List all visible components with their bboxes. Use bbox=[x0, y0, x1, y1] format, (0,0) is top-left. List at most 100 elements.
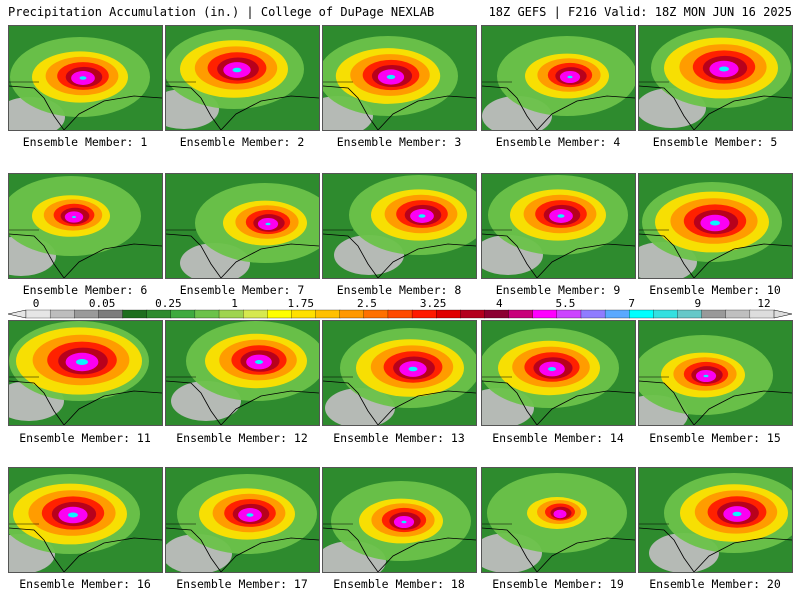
precip-map-15 bbox=[639, 321, 792, 425]
colorbar-segment bbox=[122, 309, 148, 319]
ensemble-panel-17 bbox=[165, 467, 320, 573]
panel-label-20: Ensemble Member: 20 bbox=[649, 577, 781, 591]
colorbar-right-arrow bbox=[773, 309, 792, 319]
colorbar-segment bbox=[291, 309, 317, 319]
panel-label-16: Ensemble Member: 16 bbox=[19, 577, 151, 591]
panel-label-19: Ensemble Member: 19 bbox=[492, 577, 624, 591]
ensemble-panel-5 bbox=[638, 25, 793, 131]
precipitation-colorbar bbox=[8, 309, 792, 319]
ensemble-panel-16 bbox=[8, 467, 163, 573]
precip-map-10 bbox=[639, 174, 792, 278]
colorbar-segment bbox=[604, 309, 630, 319]
precip-map-13 bbox=[323, 321, 476, 425]
panel-label-9: Ensemble Member: 9 bbox=[495, 283, 621, 297]
precip-map-20 bbox=[639, 468, 792, 572]
ensemble-panel-7 bbox=[165, 173, 320, 279]
panel-label-3: Ensemble Member: 3 bbox=[336, 135, 462, 149]
colorbar-segment bbox=[49, 309, 75, 319]
colorbar-segment bbox=[25, 309, 51, 319]
ensemble-panel-9 bbox=[481, 173, 636, 279]
colorbar-segment bbox=[170, 309, 196, 319]
precip-map-16 bbox=[9, 468, 162, 572]
colorbar-tick-label: 5.5 bbox=[555, 297, 576, 310]
precip-map-9 bbox=[482, 174, 635, 278]
ensemble-panel-4 bbox=[481, 25, 636, 131]
colorbar-segment bbox=[74, 309, 100, 319]
colorbar-tick-label: 7 bbox=[628, 297, 635, 310]
colorbar-segment bbox=[436, 309, 461, 319]
ensemble-panel-1 bbox=[8, 25, 163, 131]
colorbar-tick-label: 4 bbox=[495, 297, 503, 310]
colorbar-segment bbox=[701, 309, 727, 319]
ensemble-panel-13 bbox=[322, 320, 477, 426]
colorbar-segment bbox=[98, 309, 124, 319]
colorbar-segment bbox=[267, 309, 293, 319]
precip-map-11 bbox=[9, 321, 162, 425]
precip-map-14 bbox=[482, 321, 635, 425]
colorbar-segment bbox=[460, 309, 486, 319]
ensemble-panel-3 bbox=[322, 25, 477, 131]
colorbar-tick-label: 2.5 bbox=[356, 297, 377, 310]
colorbar-segment bbox=[363, 309, 389, 319]
panel-label-2: Ensemble Member: 2 bbox=[179, 135, 305, 149]
panel-label-10: Ensemble Member: 10 bbox=[649, 283, 781, 297]
precip-map-17 bbox=[166, 468, 319, 572]
precip-map-8 bbox=[323, 174, 476, 278]
colorbar-segment bbox=[194, 309, 220, 319]
precip-map-7 bbox=[166, 174, 319, 278]
colorbar-segment bbox=[315, 309, 341, 319]
panel-label-5: Ensemble Member: 5 bbox=[652, 135, 778, 149]
panel-label-15: Ensemble Member: 15 bbox=[649, 431, 781, 445]
ensemble-panel-8 bbox=[322, 173, 477, 279]
precip-map-6 bbox=[9, 174, 162, 278]
panel-label-4: Ensemble Member: 4 bbox=[495, 135, 621, 149]
ensemble-panel-20 bbox=[638, 467, 793, 573]
colorbar-tick-label: 12 bbox=[757, 297, 771, 310]
precip-map-1 bbox=[9, 26, 162, 130]
ensemble-panel-14 bbox=[481, 320, 636, 426]
colorbar-segment bbox=[387, 309, 413, 319]
panel-label-1: Ensemble Member: 1 bbox=[22, 135, 148, 149]
colorbar-tick-label: 3.25 bbox=[419, 297, 447, 310]
chart-title: Precipitation Accumulation (in.) | Colle… bbox=[8, 5, 435, 19]
panel-label-6: Ensemble Member: 6 bbox=[22, 283, 148, 297]
colorbar-tick-label: 0.05 bbox=[88, 297, 116, 310]
ensemble-panel-19 bbox=[481, 467, 636, 573]
colorbar-segment bbox=[725, 309, 751, 319]
precip-map-5 bbox=[639, 26, 792, 130]
precip-map-19 bbox=[482, 468, 635, 572]
ensemble-panel-10 bbox=[638, 173, 793, 279]
ensemble-panel-2 bbox=[165, 25, 320, 131]
panel-label-12: Ensemble Member: 12 bbox=[176, 431, 308, 445]
colorbar-tick-label: 1.75 bbox=[287, 297, 314, 310]
panel-label-8: Ensemble Member: 8 bbox=[336, 283, 462, 297]
colorbar-segment bbox=[411, 309, 437, 319]
model-run-info: 18Z GEFS | F216 Valid: 18Z MON JUN 16 20… bbox=[488, 5, 792, 19]
colorbar-segment bbox=[749, 309, 775, 319]
colorbar-segment bbox=[677, 309, 703, 319]
colorbar-segment bbox=[629, 309, 655, 319]
precip-map-2 bbox=[166, 26, 319, 130]
ensemble-panel-15 bbox=[638, 320, 793, 426]
panel-label-17: Ensemble Member: 17 bbox=[176, 577, 308, 591]
colorbar-segment bbox=[532, 309, 558, 319]
ensemble-panel-18 bbox=[322, 467, 477, 573]
colorbar-tick-label: 1 bbox=[231, 297, 238, 310]
colorbar-segment bbox=[146, 309, 172, 319]
ensemble-panel-11 bbox=[8, 320, 163, 426]
colorbar-segment bbox=[580, 309, 606, 319]
panel-label-18: Ensemble Member: 18 bbox=[333, 577, 465, 591]
precip-map-4 bbox=[482, 26, 635, 130]
panel-label-14: Ensemble Member: 14 bbox=[492, 431, 624, 445]
precip-map-3 bbox=[323, 26, 476, 130]
colorbar-left-arrow bbox=[8, 309, 27, 319]
precip-map-12 bbox=[166, 321, 319, 425]
colorbar-segment bbox=[653, 309, 679, 319]
colorbar-segment bbox=[218, 309, 244, 319]
ensemble-panel-12 bbox=[165, 320, 320, 426]
colorbar-tick-label: 0.25 bbox=[155, 297, 182, 310]
colorbar-segment bbox=[556, 309, 582, 319]
panel-label-11: Ensemble Member: 11 bbox=[19, 431, 151, 445]
panel-label-7: Ensemble Member: 7 bbox=[179, 283, 305, 297]
colorbar-segment bbox=[339, 309, 365, 319]
